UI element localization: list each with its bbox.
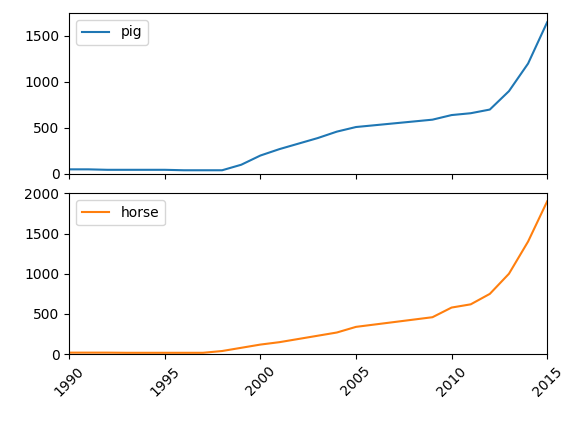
Legend: pig: pig xyxy=(76,20,147,45)
Legend: horse: horse xyxy=(76,200,165,226)
